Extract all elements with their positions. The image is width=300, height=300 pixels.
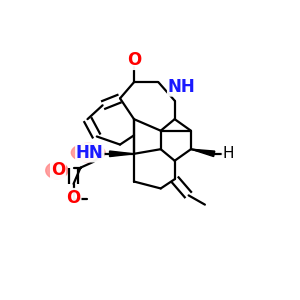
Text: NH: NH [168, 78, 196, 96]
Text: H: H [222, 146, 234, 161]
Text: O: O [127, 51, 141, 69]
Ellipse shape [71, 143, 105, 162]
Text: HN: HN [76, 144, 104, 162]
Text: O: O [66, 189, 81, 207]
Text: O: O [51, 161, 65, 179]
Polygon shape [110, 151, 134, 157]
Polygon shape [191, 149, 215, 157]
Ellipse shape [46, 162, 68, 179]
